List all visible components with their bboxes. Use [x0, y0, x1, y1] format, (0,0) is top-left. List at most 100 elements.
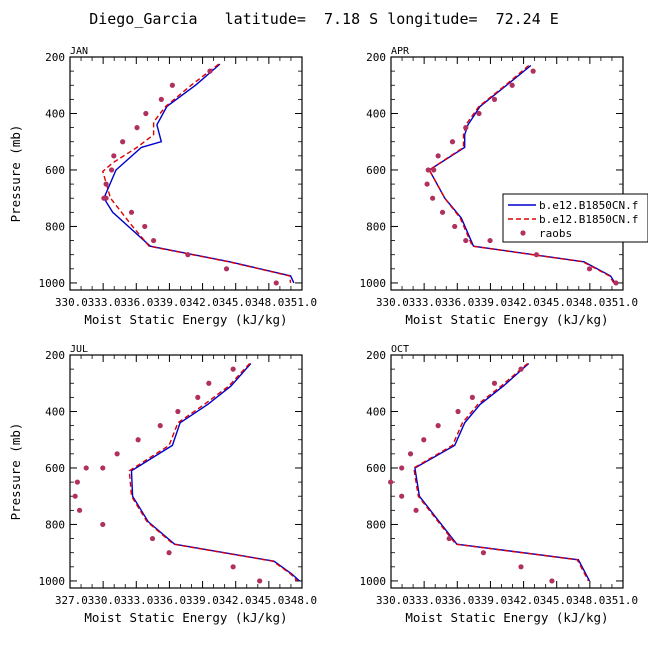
figure-title: Diego_Garcia latitude= 7.18 S longitude=…: [89, 10, 559, 28]
x-tick-labels: 330.0333.0336.0339.0342.0345.0348.0351.0: [55, 296, 317, 309]
raobs-point: [421, 437, 427, 443]
raobs-point: [143, 110, 149, 117]
raobs-point: [111, 153, 117, 159]
y-tick-label: 1000: [360, 277, 387, 290]
y-tick-label: 400: [45, 405, 65, 418]
raobs-point: [476, 110, 482, 117]
y-axis-label: Pressure (mb): [8, 423, 23, 521]
legend-swatch-dot: [520, 230, 526, 236]
legend-label: raobs: [539, 227, 572, 240]
y-tick-label: 200: [45, 349, 65, 362]
y-tick-label: 400: [45, 107, 65, 120]
raobs-point: [399, 493, 405, 499]
raobs-point: [509, 82, 515, 88]
panel-title: APR: [391, 46, 410, 57]
raobs-point: [613, 280, 619, 286]
raobs-point: [399, 465, 405, 471]
model-line-solid: [414, 362, 591, 582]
raobs-point: [142, 223, 148, 230]
legend-label: b.e12.B1850CN.f: [539, 213, 638, 226]
raobs-point: [206, 380, 212, 386]
model-line-dashed: [413, 362, 590, 582]
raobs-point: [530, 68, 536, 74]
raobs-point: [120, 139, 126, 145]
raobs-point: [72, 493, 78, 499]
raobs-point: [83, 465, 89, 471]
y-tick-label: 200: [366, 349, 386, 362]
y-tick-label: 800: [366, 518, 386, 531]
raobs-point: [150, 237, 157, 244]
x-axis-label: Moist Static Energy (kJ/kg): [84, 610, 287, 625]
raobs-point: [463, 125, 469, 131]
legend-label: b.e12.B1850CN.f: [539, 199, 638, 212]
raobs-point: [74, 479, 80, 485]
raobs-point: [491, 380, 498, 386]
raobs-point: [76, 507, 83, 513]
raobs-point: [435, 423, 441, 429]
raobs-point: [230, 564, 236, 570]
panel-title: JAN: [70, 46, 88, 57]
raobs-point: [388, 479, 394, 485]
x-tick-labels: 327.0330.0333.0336.0339.0342.0345.0348.0: [55, 594, 317, 607]
y-tick-label: 600: [366, 164, 386, 177]
raobs-point: [439, 209, 446, 215]
y-tick-label: 200: [45, 51, 65, 64]
raobs-point: [103, 181, 109, 187]
y-tick-label: 400: [366, 405, 386, 418]
panel-title: OCT: [391, 344, 409, 355]
panel-apr: APR 200 400 600 800 1000 330.0333.0336.0339.03…: [360, 46, 639, 327]
raobs-point: [195, 394, 201, 400]
x-tick-labels: 330.0333.0336.0339.0342.0345.0348.0351.0: [376, 594, 638, 607]
raobs-point: [424, 181, 430, 187]
y-axis-label: Pressure (mb): [8, 125, 23, 223]
panel-title: JUL: [70, 344, 88, 355]
raobs-point: [480, 550, 487, 556]
raobs-point: [491, 96, 498, 102]
raobs-point: [463, 237, 469, 244]
model-line-dashed: [102, 63, 292, 284]
x-axis-label: Moist Static Energy (kJ/kg): [405, 610, 608, 625]
raobs-point: [169, 82, 175, 88]
raobs-point: [158, 96, 164, 102]
model-line-dashed: [428, 64, 615, 284]
raobs-point: [257, 578, 263, 584]
raobs-point: [100, 465, 106, 471]
panel-oct: OCT 200 400 600 800 1000 330.0333.0336.0339.03…: [360, 344, 639, 625]
y-tick-label: 1000: [360, 575, 387, 588]
model-line-dashed: [128, 363, 298, 582]
y-tick-label: 600: [366, 462, 386, 475]
x-axis-label: Moist Static Energy (kJ/kg): [405, 312, 608, 327]
y-tick-label: 800: [366, 220, 386, 233]
plot-frame: [69, 56, 303, 291]
y-tick-label: 1000: [39, 575, 66, 588]
y-tick-label: 800: [45, 220, 65, 233]
raobs-point: [430, 195, 436, 201]
raobs-point: [207, 68, 213, 74]
raobs-point: [175, 408, 181, 415]
raobs-point: [431, 167, 437, 173]
panel-jul: JUL 200 400 600 800 1000 327.0330.0333.0336.03…: [8, 344, 317, 625]
raobs-point: [273, 280, 279, 286]
raobs-point: [223, 266, 230, 272]
raobs-point: [425, 167, 431, 173]
model-line-solid: [103, 63, 295, 284]
raobs-point: [103, 195, 109, 201]
raobs-point: [230, 366, 236, 372]
raobs-point: [166, 550, 172, 556]
y-tick-label: 600: [45, 164, 65, 177]
raobs-point: [157, 423, 163, 429]
y-tick-label: 800: [45, 518, 65, 531]
model-line-solid: [130, 363, 300, 582]
y-tick-label: 200: [366, 51, 386, 64]
raobs-point: [413, 507, 419, 513]
plot-frame: [390, 354, 624, 589]
y-tick-label: 400: [366, 107, 386, 120]
raobs-point: [128, 209, 135, 215]
raobs-point: [185, 252, 191, 258]
y-tick-label: 1000: [39, 277, 66, 290]
plot-frame: [69, 354, 303, 589]
plot-frame: [390, 56, 624, 291]
raobs-point: [100, 521, 106, 528]
